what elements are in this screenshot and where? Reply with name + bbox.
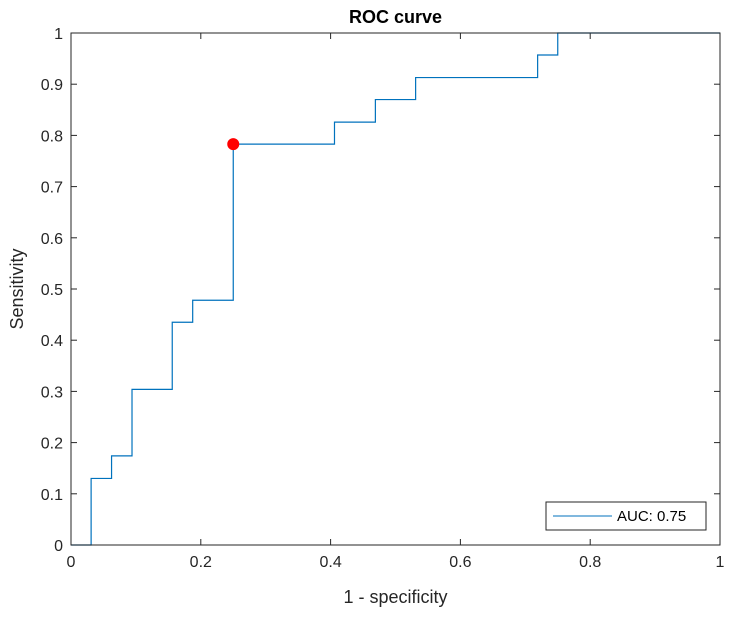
- y-tick-label: 0.1: [41, 487, 63, 504]
- y-tick-label: 0.2: [41, 436, 63, 453]
- chart-title: ROC curve: [349, 7, 442, 27]
- y-tick-label: 0.7: [41, 180, 63, 197]
- y-tick-label: 0.3: [41, 384, 63, 401]
- y-axis-label: Sensitivity: [7, 248, 27, 329]
- x-tick-label: 0.6: [449, 554, 471, 571]
- x-tick-label: 0.8: [579, 554, 601, 571]
- legend-entry: AUC: 0.75: [617, 508, 686, 525]
- series-layer: [71, 32, 720, 546]
- plot-area: [71, 33, 720, 545]
- x-tick-label: 0.4: [319, 554, 341, 571]
- y-tick-label: 0.9: [41, 77, 63, 94]
- plot-frame: [70, 32, 721, 546]
- y-tick-label: 0.4: [41, 333, 63, 350]
- x-tick-label: 0: [67, 554, 76, 571]
- optimal-point-marker: [227, 138, 240, 151]
- x-tick-label: 0.2: [190, 554, 212, 571]
- y-tick-label: 0.8: [41, 128, 63, 145]
- y-tick-label: 1: [54, 26, 63, 43]
- x-axis-label: 1 - specificity: [343, 587, 447, 607]
- roc-curve-line: [71, 32, 720, 546]
- y-tick-label: 0.5: [41, 282, 63, 299]
- y-tick-label: 0: [54, 538, 63, 555]
- y-tick-label: 0.6: [41, 231, 63, 248]
- legend: AUC: 0.75: [545, 501, 707, 531]
- axis-ticks: 0 0.2 0.4 0.6 0.8 1 0 0.1 0.2 0.3 0.4 0.5 0.6 0.7 0.8 0…: [41, 26, 725, 571]
- marker-layer: [227, 138, 240, 151]
- x-tick-label: 1: [716, 554, 725, 571]
